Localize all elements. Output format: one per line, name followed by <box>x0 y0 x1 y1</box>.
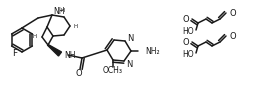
Text: N: N <box>127 33 133 42</box>
Text: N: N <box>126 59 132 69</box>
Text: OCH₃: OCH₃ <box>103 66 123 74</box>
Polygon shape <box>48 45 62 56</box>
Text: NH₂: NH₂ <box>145 46 160 56</box>
Text: O: O <box>229 31 236 41</box>
Text: NH: NH <box>53 7 64 16</box>
Text: NH: NH <box>64 51 75 59</box>
Text: H: H <box>74 24 78 28</box>
Text: O: O <box>229 9 236 17</box>
Text: O: O <box>76 69 82 78</box>
Text: H: H <box>61 8 65 13</box>
Text: O: O <box>182 14 189 24</box>
Text: O: O <box>182 38 189 46</box>
Text: HO: HO <box>182 27 194 36</box>
Text: F: F <box>12 48 17 57</box>
Text: H: H <box>33 33 37 39</box>
Text: HO: HO <box>182 50 194 58</box>
